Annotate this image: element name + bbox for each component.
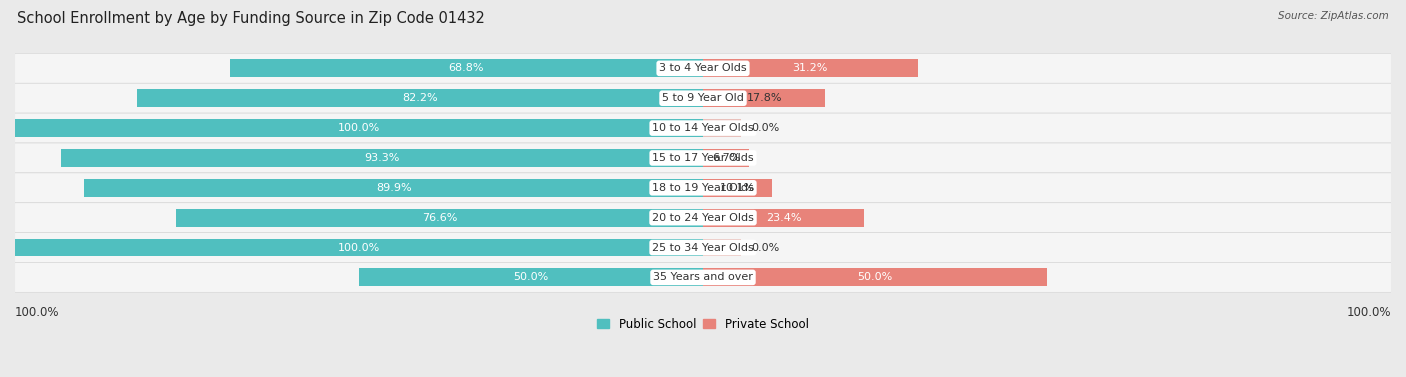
- Bar: [703, 60, 918, 77]
- Text: 100.0%: 100.0%: [337, 123, 380, 133]
- FancyBboxPatch shape: [14, 173, 1392, 203]
- FancyBboxPatch shape: [14, 113, 1392, 143]
- Text: 50.0%: 50.0%: [513, 273, 548, 282]
- FancyBboxPatch shape: [14, 83, 1392, 113]
- Text: 100.0%: 100.0%: [15, 306, 59, 319]
- Text: 18 to 19 Year Olds: 18 to 19 Year Olds: [652, 183, 754, 193]
- Bar: [703, 119, 741, 137]
- Text: 31.2%: 31.2%: [793, 63, 828, 74]
- Text: 20 to 24 Year Olds: 20 to 24 Year Olds: [652, 213, 754, 223]
- Text: 50.0%: 50.0%: [858, 273, 893, 282]
- Bar: [703, 239, 741, 256]
- Bar: [176, 209, 703, 227]
- Bar: [15, 119, 703, 137]
- Bar: [138, 89, 703, 107]
- Legend: Public School, Private School: Public School, Private School: [593, 313, 813, 336]
- Text: 89.9%: 89.9%: [375, 183, 412, 193]
- Bar: [359, 268, 703, 287]
- FancyBboxPatch shape: [14, 203, 1392, 233]
- Bar: [15, 239, 703, 256]
- Text: 17.8%: 17.8%: [747, 93, 782, 103]
- Text: 3 to 4 Year Olds: 3 to 4 Year Olds: [659, 63, 747, 74]
- Bar: [703, 209, 865, 227]
- Text: 82.2%: 82.2%: [402, 93, 439, 103]
- Bar: [703, 89, 825, 107]
- Bar: [60, 149, 703, 167]
- FancyBboxPatch shape: [14, 262, 1392, 292]
- Text: Source: ZipAtlas.com: Source: ZipAtlas.com: [1278, 11, 1389, 21]
- Bar: [703, 179, 772, 197]
- Bar: [703, 149, 749, 167]
- Text: 0.0%: 0.0%: [751, 242, 779, 253]
- Bar: [84, 179, 703, 197]
- Text: 10 to 14 Year Olds: 10 to 14 Year Olds: [652, 123, 754, 133]
- Text: 5 to 9 Year Old: 5 to 9 Year Old: [662, 93, 744, 103]
- Text: 25 to 34 Year Olds: 25 to 34 Year Olds: [652, 242, 754, 253]
- Text: 100.0%: 100.0%: [337, 242, 380, 253]
- Bar: [229, 60, 703, 77]
- FancyBboxPatch shape: [14, 143, 1392, 173]
- Text: 68.8%: 68.8%: [449, 63, 484, 74]
- Text: 10.1%: 10.1%: [720, 183, 755, 193]
- Text: 0.0%: 0.0%: [751, 123, 779, 133]
- Text: 35 Years and over: 35 Years and over: [652, 273, 754, 282]
- Text: 76.6%: 76.6%: [422, 213, 457, 223]
- Text: School Enrollment by Age by Funding Source in Zip Code 01432: School Enrollment by Age by Funding Sour…: [17, 11, 485, 26]
- Text: 23.4%: 23.4%: [766, 213, 801, 223]
- Text: 93.3%: 93.3%: [364, 153, 399, 163]
- Bar: [703, 268, 1047, 287]
- FancyBboxPatch shape: [14, 233, 1392, 262]
- Text: 15 to 17 Year Olds: 15 to 17 Year Olds: [652, 153, 754, 163]
- Text: 6.7%: 6.7%: [711, 153, 740, 163]
- Text: 100.0%: 100.0%: [1347, 306, 1391, 319]
- FancyBboxPatch shape: [14, 54, 1392, 83]
